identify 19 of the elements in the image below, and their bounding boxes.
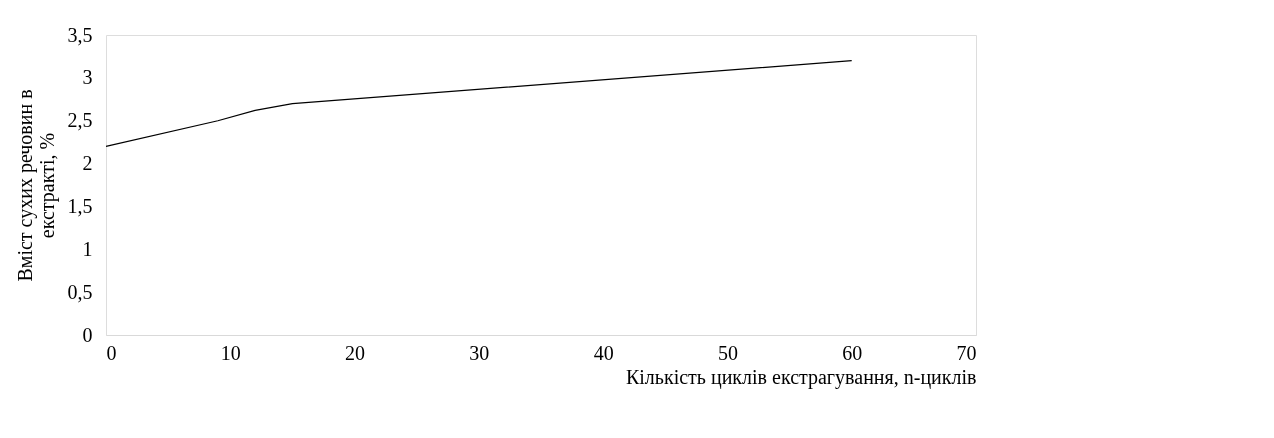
- y-axis-title: Вміст сухих речовин в екстракті, %: [13, 89, 59, 282]
- y-tick-label: 3,5: [67, 23, 93, 46]
- y-tick-label: 1,5: [67, 194, 93, 217]
- y-tick-label: 1: [82, 237, 93, 260]
- line-series: [105, 60, 853, 148]
- x-tick-label: 10: [220, 341, 241, 364]
- x-tick-label: 20: [345, 341, 366, 364]
- y-tick-label: 2: [82, 152, 93, 175]
- y-tick-label: 0,5: [67, 280, 93, 303]
- x-tick-label: 50: [717, 341, 738, 364]
- y-tick-label: 2,5: [67, 109, 93, 132]
- x-tick-label: 60: [842, 341, 863, 364]
- y-tick-label: 3: [82, 66, 93, 89]
- y-tick-label: 0: [82, 323, 93, 346]
- x-tick-label: 40: [593, 341, 614, 364]
- x-tick-label: 0: [106, 341, 117, 364]
- x-tick-label: 70: [956, 341, 977, 364]
- x-tick-label: 30: [469, 341, 490, 364]
- x-axis-title: Кількість циклів екстрагування, n-циклів: [625, 365, 977, 389]
